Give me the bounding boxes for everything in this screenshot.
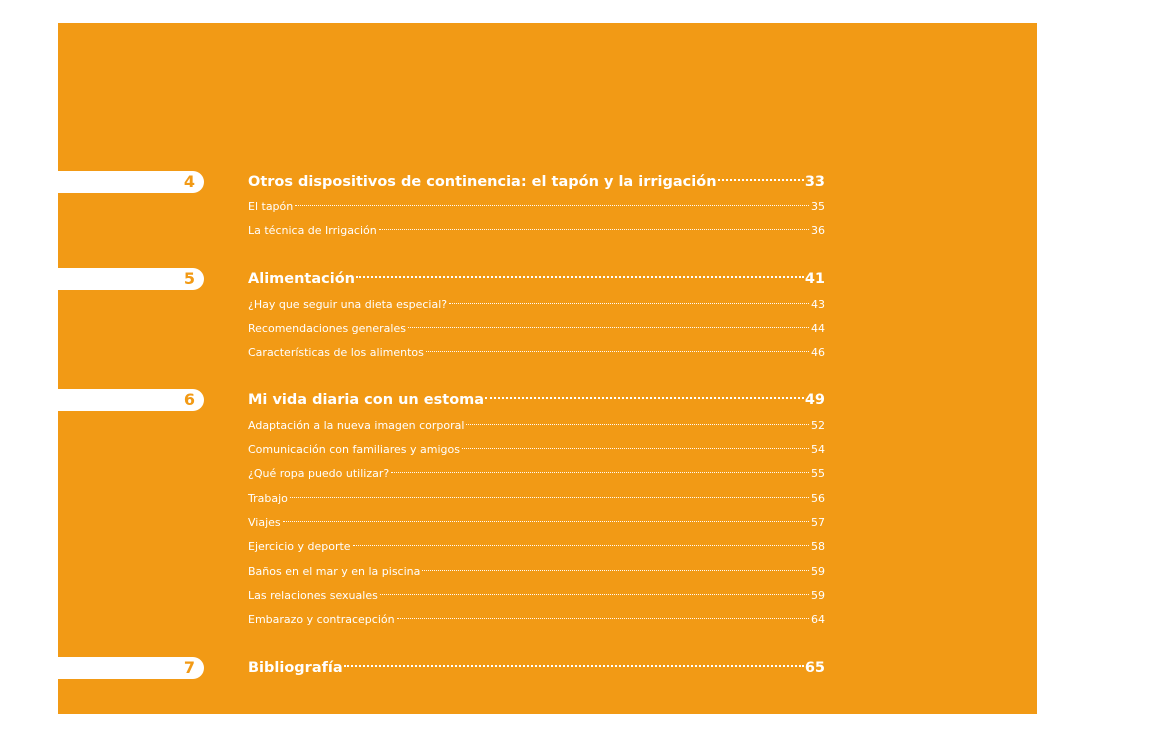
section-title: Adaptación a la nueva imagen corporal <box>248 419 465 432</box>
section-title: Ejercicio y deporte <box>248 540 351 553</box>
section-title: Embarazo y contracepción <box>248 613 395 626</box>
section-title: Las relaciones sexuales <box>248 589 378 602</box>
toc-section-entry[interactable]: Adaptación a la nueva imagen corporal 52 <box>248 418 825 434</box>
page-number: 52 <box>811 419 825 432</box>
page-number: 49 <box>804 392 825 408</box>
dot-leader <box>422 569 809 571</box>
page-number: 57 <box>811 516 825 529</box>
section-title: ¿Qué ropa puedo utilizar? <box>248 467 390 480</box>
toc-chapter-entry[interactable]: Mi vida diaria con un estoma 49 <box>248 389 825 411</box>
dot-leader <box>352 544 809 546</box>
dot-leader <box>396 617 809 619</box>
dot-leader <box>356 275 804 278</box>
toc-section-entry[interactable]: ¿Qué ropa puedo utilizar? 55 <box>248 466 825 482</box>
section-title: Trabajo <box>248 492 288 505</box>
dot-leader <box>289 496 809 498</box>
page-number: 55 <box>811 467 825 480</box>
section-title: Viajes <box>248 516 281 529</box>
chapter-number: 5 <box>183 269 195 288</box>
page-number: 59 <box>811 565 825 578</box>
toc-section-entry[interactable]: Recomendaciones generales 44 <box>248 321 825 337</box>
toc-section-entry[interactable]: La técnica de Irrigación 36 <box>248 223 825 239</box>
chapter-title: Bibliografía <box>248 660 343 676</box>
toc-section-entry[interactable]: Comunicación con familiares y amigos 54 <box>248 442 825 458</box>
dot-leader <box>449 302 809 304</box>
page-number: 56 <box>811 492 825 505</box>
page-number: 43 <box>811 298 825 311</box>
dot-leader <box>379 593 809 595</box>
section-title: ¿Hay que seguir una dieta especial? <box>248 298 448 311</box>
page-number: 46 <box>811 346 825 359</box>
toc-section-entry[interactable]: ¿Hay que seguir una dieta especial? 43 <box>248 297 825 313</box>
toc-section-entry[interactable]: Embarazo y contracepción 64 <box>248 612 825 628</box>
toc-chapter-entry[interactable]: Alimentación 41 <box>248 268 825 290</box>
page-number: 41 <box>804 271 825 287</box>
section-title: La técnica de Irrigación <box>248 224 377 237</box>
dot-leader <box>425 350 809 352</box>
chapter-tab: 6 <box>58 389 204 411</box>
chapter-number: 4 <box>183 172 195 191</box>
dot-leader <box>343 664 804 667</box>
toc-section-entry[interactable]: Baños en el mar y en la piscina 59 <box>248 564 825 580</box>
section-title: Recomendaciones generales <box>248 322 406 335</box>
toc-section-entry[interactable]: Ejercicio y deporte 58 <box>248 539 825 555</box>
chapter-number: 6 <box>183 390 195 409</box>
chapter-title: Mi vida diaria con un estoma <box>248 392 485 408</box>
page-number: 58 <box>811 540 825 553</box>
page-number: 64 <box>811 613 825 626</box>
page-number: 36 <box>811 224 825 237</box>
toc-chapter-entry[interactable]: Otros dispositivos de continencia: el ta… <box>248 171 825 193</box>
dot-leader <box>466 423 809 425</box>
chapter-tab: 7 <box>58 657 204 679</box>
page-number: 33 <box>804 174 825 190</box>
page-number: 35 <box>811 200 825 213</box>
toc-chapter-entry[interactable]: Bibliografía 65 <box>248 657 825 679</box>
dot-leader <box>378 228 809 230</box>
section-title: Baños en el mar y en la piscina <box>248 565 421 578</box>
chapter-number: 7 <box>183 658 195 677</box>
section-title: Comunicación con familiares y amigos <box>248 443 460 456</box>
chapter-title: Alimentación <box>248 271 355 287</box>
dot-leader <box>407 326 809 328</box>
toc-section-entry[interactable]: Las relaciones sexuales 59 <box>248 588 825 604</box>
toc-section-entry[interactable]: Características de los alimentos 46 <box>248 345 825 361</box>
dot-leader <box>461 447 809 449</box>
dot-leader <box>485 396 804 399</box>
section-title: Características de los alimentos <box>248 346 424 359</box>
chapter-tab: 5 <box>58 268 204 290</box>
page-number: 65 <box>804 660 825 676</box>
dot-leader <box>391 471 809 473</box>
toc-section-entry[interactable]: El tapón 35 <box>248 199 825 215</box>
dot-leader <box>295 204 809 206</box>
page-number: 59 <box>811 589 825 602</box>
chapter-tab: 4 <box>58 171 204 193</box>
toc-section-entry[interactable]: Trabajo 56 <box>248 491 825 507</box>
page-number: 44 <box>811 322 825 335</box>
dot-leader <box>717 178 804 181</box>
page-number: 54 <box>811 443 825 456</box>
section-title: El tapón <box>248 200 294 213</box>
toc-section-entry[interactable]: Viajes 57 <box>248 515 825 531</box>
dot-leader <box>282 520 809 522</box>
chapter-title: Otros dispositivos de continencia: el ta… <box>248 174 717 190</box>
toc-page: 4 Otros dispositivos de continencia: el … <box>58 23 1037 714</box>
